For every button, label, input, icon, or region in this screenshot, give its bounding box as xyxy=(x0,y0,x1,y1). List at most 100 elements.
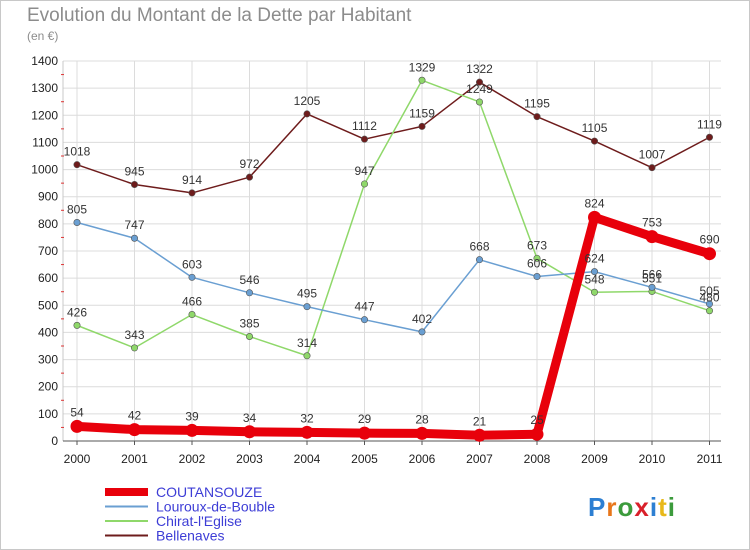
y-tick-label: 1400 xyxy=(31,54,58,68)
data-label: 34 xyxy=(243,411,257,425)
data-point xyxy=(475,256,483,264)
data-label: 1329 xyxy=(409,60,436,74)
data-label: 54 xyxy=(70,405,84,419)
legend: COUTANSOUZELouroux-de-BoubleChirat-l'Egl… xyxy=(105,484,275,544)
data-point xyxy=(418,122,426,130)
data-point xyxy=(590,268,598,276)
data-point xyxy=(303,303,311,311)
data-label: 1105 xyxy=(582,121,608,135)
data-point xyxy=(243,425,256,439)
data-label: 426 xyxy=(67,305,87,319)
data-point xyxy=(131,234,139,242)
data-label: 1205 xyxy=(294,94,321,108)
data-label: 690 xyxy=(699,233,719,247)
x-tick-label: 2002 xyxy=(179,452,206,466)
y-tick-label: 900 xyxy=(38,190,58,204)
y-tick-label: 200 xyxy=(38,380,58,394)
data-point xyxy=(246,289,254,297)
data-point xyxy=(703,247,716,261)
data-point xyxy=(475,98,483,106)
y-tick-label: 500 xyxy=(38,298,58,312)
data-point xyxy=(188,273,196,281)
legend-label: Louroux-de-Bouble xyxy=(156,499,275,515)
legend-label: COUTANSOUZE xyxy=(156,484,262,500)
logo-letter: o xyxy=(617,492,635,522)
data-label: 1112 xyxy=(352,119,377,133)
data-label: 314 xyxy=(297,336,317,350)
logo-letter: i xyxy=(667,492,676,522)
x-tick-label: 2009 xyxy=(581,452,608,466)
data-label: 1159 xyxy=(409,106,435,120)
series-coutansouze xyxy=(70,210,716,442)
series-louroux-de-bouble xyxy=(73,219,713,336)
data-label: 747 xyxy=(124,218,144,232)
data-point xyxy=(188,311,196,319)
data-label: 21 xyxy=(473,414,487,428)
data-label: 1195 xyxy=(524,97,550,111)
data-point xyxy=(303,110,311,118)
data-label: 1007 xyxy=(639,148,666,162)
logo-letter: t xyxy=(658,492,668,522)
y-tick-label: 1300 xyxy=(31,81,58,95)
data-label: 447 xyxy=(354,300,374,314)
data-label: 673 xyxy=(527,238,547,252)
x-tick-label: 2011 xyxy=(697,452,723,466)
y-tick-label: 600 xyxy=(38,271,58,285)
logo-letter: r xyxy=(606,492,618,522)
data-point xyxy=(128,423,141,437)
logo-letter: i xyxy=(649,492,659,522)
data-label: 495 xyxy=(297,287,317,301)
y-tick-label: 100 xyxy=(38,407,58,421)
chart-subtitle: (en €) xyxy=(27,29,59,43)
x-tick-label: 2007 xyxy=(466,452,493,466)
data-point xyxy=(705,307,713,315)
series-line xyxy=(72,212,714,440)
x-tick-label: 2005 xyxy=(351,452,378,466)
series-line xyxy=(76,221,711,333)
y-tick-label: 800 xyxy=(38,217,58,231)
data-label: 947 xyxy=(354,164,374,178)
data-point xyxy=(590,137,598,145)
x-tick-label: 2000 xyxy=(64,452,91,466)
data-label: 42 xyxy=(128,409,142,423)
data-point xyxy=(246,332,254,340)
x-tick-label: 2008 xyxy=(524,452,551,466)
data-point xyxy=(648,164,656,172)
y-tick-label: 1200 xyxy=(31,108,58,122)
y-tick-label: 1100 xyxy=(32,135,58,149)
data-point xyxy=(533,113,541,121)
data-point xyxy=(358,426,371,440)
data-label: 1018 xyxy=(64,145,91,159)
x-tick-label: 2001 xyxy=(121,452,148,466)
data-label: 546 xyxy=(239,273,259,287)
data-label: 753 xyxy=(642,216,662,230)
y-tick-label: 700 xyxy=(38,244,58,258)
data-label: 32 xyxy=(300,411,314,425)
data-label: 548 xyxy=(584,272,604,286)
data-point xyxy=(300,425,314,439)
data-point xyxy=(648,283,656,291)
y-tick-label: 400 xyxy=(38,325,58,339)
data-point xyxy=(360,180,368,188)
data-label: 551 xyxy=(642,271,662,285)
data-point xyxy=(188,189,196,197)
data-label: 480 xyxy=(699,291,719,305)
data-point xyxy=(705,300,713,308)
data-label: 385 xyxy=(239,317,259,331)
data-label: 824 xyxy=(584,196,604,210)
data-point xyxy=(645,230,659,244)
data-point xyxy=(588,210,601,224)
data-label: 972 xyxy=(239,157,259,171)
data-point xyxy=(360,135,368,143)
data-point xyxy=(473,428,486,442)
data-label: 914 xyxy=(182,173,202,187)
data-point xyxy=(533,273,541,281)
data-label: 566 xyxy=(642,267,662,281)
y-tick-label: 1000 xyxy=(31,163,58,177)
proxiti-logo: Proxiti xyxy=(588,492,676,523)
y-tick-label: 300 xyxy=(38,353,58,367)
data-label: 25 xyxy=(530,413,544,427)
data-label: 29 xyxy=(358,412,372,426)
logo-letter: x xyxy=(634,492,650,522)
